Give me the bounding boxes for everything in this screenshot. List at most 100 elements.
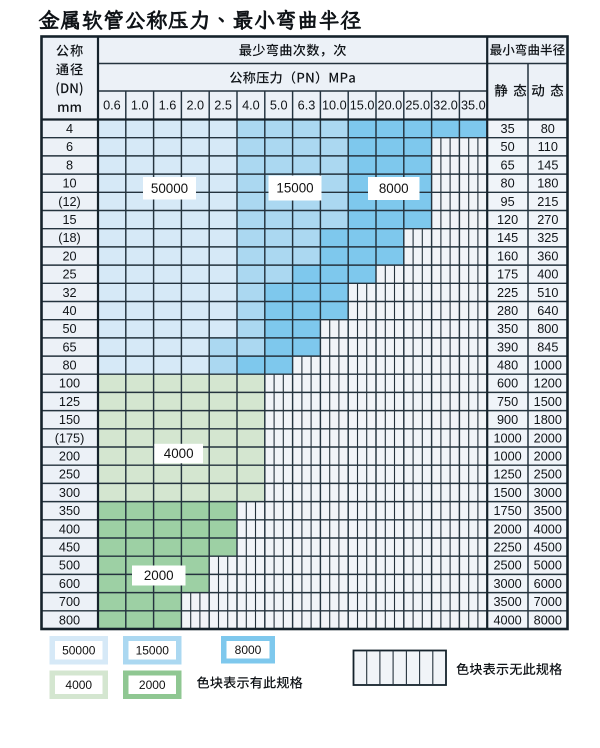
svg-text:10.0: 10.0 bbox=[322, 99, 347, 113]
svg-text:2000: 2000 bbox=[534, 431, 562, 445]
svg-text:(18): (18) bbox=[58, 231, 81, 245]
svg-text:6000: 6000 bbox=[534, 577, 562, 591]
svg-text:10: 10 bbox=[62, 177, 76, 191]
svg-text:6.3: 6.3 bbox=[298, 99, 316, 113]
svg-text:350: 350 bbox=[497, 322, 518, 336]
svg-text:2500: 2500 bbox=[493, 559, 521, 573]
svg-text:1750: 1750 bbox=[493, 504, 521, 518]
svg-text:325: 325 bbox=[537, 231, 558, 245]
svg-text:250: 250 bbox=[59, 468, 80, 482]
svg-text:900: 900 bbox=[497, 413, 518, 427]
svg-text:4000: 4000 bbox=[493, 613, 521, 627]
svg-text:15.0: 15.0 bbox=[350, 99, 375, 113]
svg-text:180: 180 bbox=[537, 177, 558, 191]
svg-text:2000: 2000 bbox=[493, 522, 521, 536]
svg-text:160: 160 bbox=[497, 249, 518, 263]
svg-text:845: 845 bbox=[537, 340, 558, 354]
svg-text:40: 40 bbox=[62, 304, 76, 318]
svg-text:1000: 1000 bbox=[534, 359, 562, 373]
svg-text:(12): (12) bbox=[58, 195, 81, 209]
svg-text:3500: 3500 bbox=[534, 504, 562, 518]
svg-text:1800: 1800 bbox=[534, 413, 562, 427]
svg-text:5000: 5000 bbox=[534, 559, 562, 573]
svg-text:35: 35 bbox=[501, 122, 515, 136]
svg-text:450: 450 bbox=[59, 541, 80, 555]
svg-text:32.0: 32.0 bbox=[433, 99, 458, 113]
svg-text:750: 750 bbox=[497, 395, 518, 409]
svg-text:8000: 8000 bbox=[235, 643, 262, 657]
svg-text:65: 65 bbox=[62, 340, 76, 354]
svg-text:0.6: 0.6 bbox=[103, 99, 121, 113]
svg-text:80: 80 bbox=[541, 122, 555, 136]
svg-text:700: 700 bbox=[59, 595, 80, 609]
svg-text:8000: 8000 bbox=[534, 613, 562, 627]
svg-text:25.0: 25.0 bbox=[405, 99, 430, 113]
svg-text:50000: 50000 bbox=[62, 643, 96, 657]
svg-text:25: 25 bbox=[62, 268, 76, 282]
svg-text:1200: 1200 bbox=[534, 377, 562, 391]
svg-text:1.6: 1.6 bbox=[159, 99, 177, 113]
svg-text:7000: 7000 bbox=[534, 595, 562, 609]
svg-text:350: 350 bbox=[59, 504, 80, 518]
svg-text:4: 4 bbox=[66, 122, 73, 136]
svg-text:145: 145 bbox=[537, 158, 558, 172]
svg-text:4000: 4000 bbox=[164, 446, 194, 461]
svg-text:300: 300 bbox=[59, 486, 80, 500]
svg-text:15000: 15000 bbox=[136, 643, 170, 657]
svg-text:120: 120 bbox=[497, 213, 518, 227]
svg-text:800: 800 bbox=[537, 322, 558, 336]
svg-text:15000: 15000 bbox=[276, 181, 313, 196]
svg-text:400: 400 bbox=[59, 522, 80, 536]
svg-text:20: 20 bbox=[62, 249, 76, 263]
svg-text:35.0: 35.0 bbox=[461, 99, 486, 113]
svg-text:1.0: 1.0 bbox=[131, 99, 149, 113]
svg-text:2000: 2000 bbox=[139, 678, 166, 692]
svg-text:1250: 1250 bbox=[493, 468, 521, 482]
svg-text:1000: 1000 bbox=[493, 450, 521, 464]
svg-text:215: 215 bbox=[537, 195, 558, 209]
svg-text:360: 360 bbox=[537, 249, 558, 263]
svg-text:270: 270 bbox=[537, 213, 558, 227]
svg-text:1500: 1500 bbox=[534, 395, 562, 409]
svg-text:6: 6 bbox=[66, 140, 73, 154]
svg-text:145: 145 bbox=[497, 231, 518, 245]
svg-text:150: 150 bbox=[59, 413, 80, 427]
svg-text:80: 80 bbox=[62, 359, 76, 373]
svg-text:110: 110 bbox=[538, 140, 558, 154]
svg-text:1000: 1000 bbox=[493, 431, 521, 445]
svg-text:4500: 4500 bbox=[534, 541, 562, 555]
svg-text:640: 640 bbox=[537, 304, 558, 318]
svg-text:1500: 1500 bbox=[493, 486, 521, 500]
svg-text:80: 80 bbox=[501, 177, 515, 191]
svg-text:500: 500 bbox=[59, 559, 80, 573]
svg-text:3000: 3000 bbox=[493, 577, 521, 591]
svg-text:510: 510 bbox=[537, 286, 558, 300]
svg-text:5.0: 5.0 bbox=[270, 99, 288, 113]
svg-text:225: 225 bbox=[497, 286, 518, 300]
svg-text:95: 95 bbox=[501, 195, 515, 209]
svg-text:2500: 2500 bbox=[534, 468, 562, 482]
svg-text:480: 480 bbox=[497, 359, 518, 373]
svg-text:175: 175 bbox=[497, 268, 518, 282]
svg-text:(175): (175) bbox=[55, 431, 85, 445]
svg-text:8: 8 bbox=[66, 158, 73, 172]
svg-text:200: 200 bbox=[59, 450, 80, 464]
svg-text:32: 32 bbox=[62, 286, 76, 300]
svg-text:50: 50 bbox=[62, 322, 76, 336]
svg-text:8000: 8000 bbox=[379, 181, 409, 196]
svg-text:3500: 3500 bbox=[493, 595, 521, 609]
svg-text:3000: 3000 bbox=[534, 486, 562, 500]
svg-text:50: 50 bbox=[501, 140, 515, 154]
svg-text:400: 400 bbox=[537, 268, 558, 282]
svg-text:390: 390 bbox=[497, 340, 518, 354]
svg-text:4000: 4000 bbox=[65, 678, 92, 692]
svg-text:4.0: 4.0 bbox=[242, 99, 260, 113]
svg-text:2000: 2000 bbox=[534, 450, 562, 464]
svg-text:2.5: 2.5 bbox=[214, 99, 232, 113]
svg-text:15: 15 bbox=[62, 213, 76, 227]
svg-text:2.0: 2.0 bbox=[186, 99, 204, 113]
svg-text:50000: 50000 bbox=[151, 181, 188, 196]
svg-text:100: 100 bbox=[59, 377, 80, 391]
svg-text:125: 125 bbox=[59, 395, 80, 409]
svg-text:4000: 4000 bbox=[534, 522, 562, 536]
